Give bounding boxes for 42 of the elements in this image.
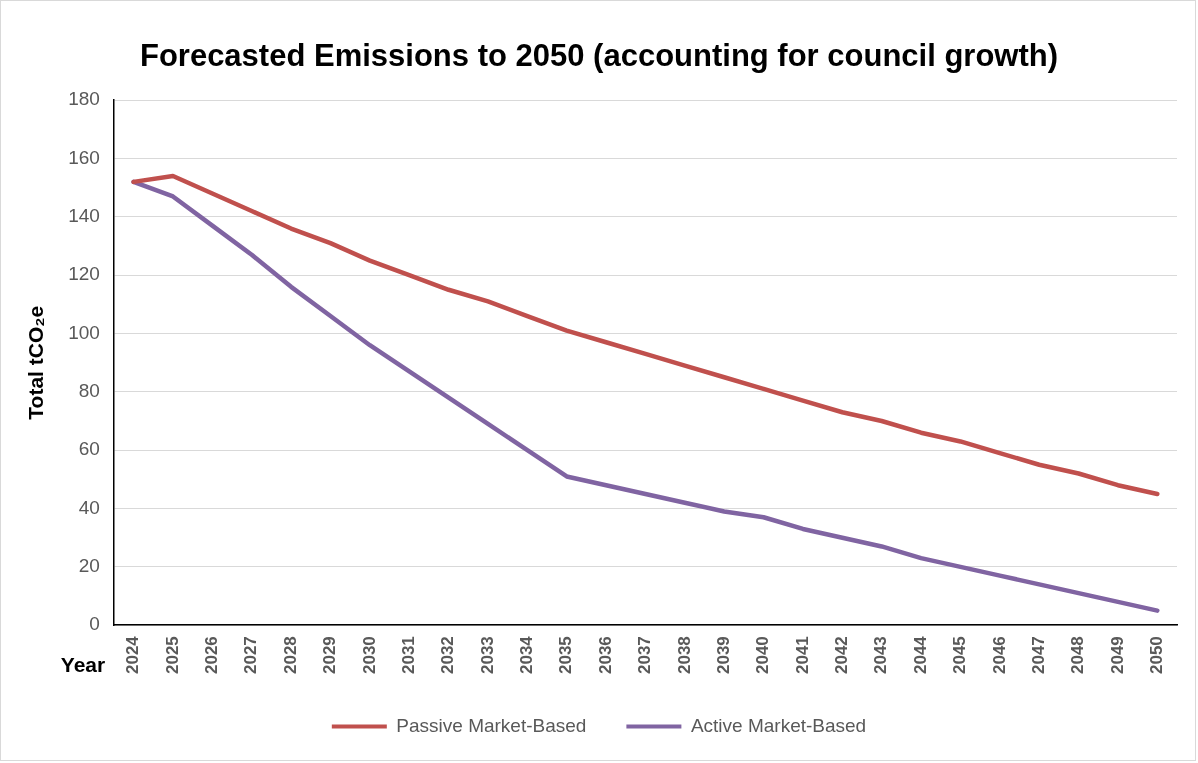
y-tick-label: 180 xyxy=(68,88,100,110)
x-tick-label: 2050 xyxy=(1147,636,1166,675)
x-tick-label: 2049 xyxy=(1107,636,1127,675)
legend-label: Active Market-Based xyxy=(690,714,867,736)
y-tick-label: 20 xyxy=(78,555,100,577)
x-tick-label: 2042 xyxy=(832,636,852,675)
x-tick-label: 2039 xyxy=(713,636,733,675)
x-tick-label: 2030 xyxy=(359,636,379,675)
x-tick-label: 2048 xyxy=(1068,636,1088,675)
x-tick-label: 2046 xyxy=(989,636,1009,675)
x-tick-label: 2040 xyxy=(753,636,773,675)
x-tick-label: 2045 xyxy=(950,636,970,675)
x-tick-label: 2041 xyxy=(792,636,812,675)
x-tick-label: 2032 xyxy=(438,636,458,675)
x-tick-label: 2034 xyxy=(517,635,537,675)
x-tick-label: 2044 xyxy=(910,635,930,675)
x-tick-label: 2033 xyxy=(477,636,497,675)
x-tick-label: 2029 xyxy=(320,636,340,675)
x-tick-label: 2043 xyxy=(871,636,891,675)
y-tick-label: 80 xyxy=(78,380,100,402)
y-axis-title: Total tCO₂e xyxy=(24,305,48,420)
y-tick-label: 40 xyxy=(78,496,100,518)
x-tick-label: 2027 xyxy=(241,636,261,675)
x-tick-label: 2026 xyxy=(202,636,222,675)
x-tick-label: 2028 xyxy=(280,636,300,675)
x-axis-title: Year xyxy=(60,652,106,676)
x-tick-label: 2024 xyxy=(123,635,143,675)
chart-title: Forecasted Emissions to 2050 (accounting for council growth) xyxy=(139,38,1059,74)
y-tick-label: 140 xyxy=(68,205,100,227)
y-tick-label: 160 xyxy=(68,146,100,168)
x-tick-label: 2038 xyxy=(674,636,694,675)
y-tick-label: 100 xyxy=(68,321,100,343)
x-tick-label: 2035 xyxy=(556,636,576,675)
x-tick-label: 2047 xyxy=(1028,636,1048,675)
y-tick-label: 0 xyxy=(89,613,100,635)
legend-label: Passive Market-Based xyxy=(396,714,587,736)
x-tick-label: 2036 xyxy=(595,636,615,675)
x-tick-label: 2037 xyxy=(635,636,655,675)
y-tick-label: 120 xyxy=(68,263,100,285)
x-tick-label: 2031 xyxy=(398,636,418,675)
x-tick-label: 2025 xyxy=(162,636,182,675)
y-tick-label: 60 xyxy=(78,438,100,460)
